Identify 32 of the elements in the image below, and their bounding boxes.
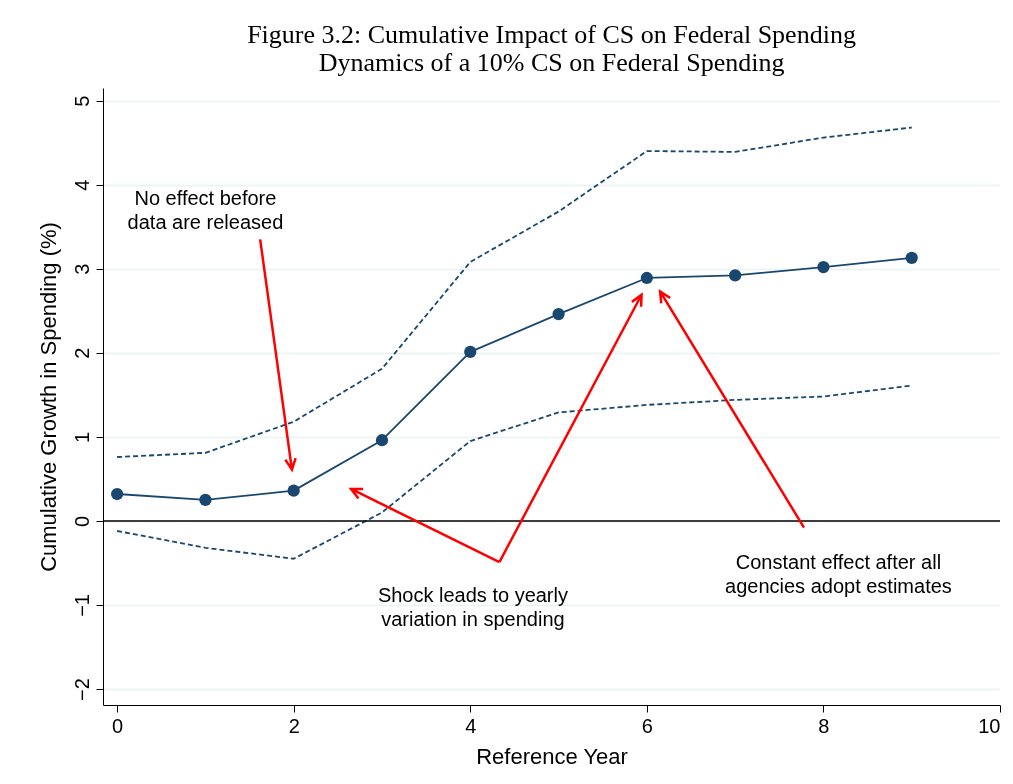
y-tick-label: 2 — [70, 347, 93, 359]
chart-title: Figure 3.2: Cumulative Impact of CS on Federal Spending — [247, 20, 856, 49]
y-tick-label: −2 — [70, 678, 93, 701]
point — [552, 308, 565, 321]
y-tick-label: 0 — [70, 515, 93, 527]
x-tick-label: 4 — [465, 714, 477, 737]
y-tick-label: 5 — [70, 95, 93, 107]
x-tick-label: 0 — [112, 714, 124, 737]
y-tick-label: 3 — [70, 263, 93, 275]
point — [111, 487, 124, 501]
point — [817, 260, 830, 274]
annotation: Shock leads to yearly variation in spending — [377, 584, 568, 631]
line-series — [116, 126, 913, 458]
annotation: Constant effect after all agencies adopt estimates — [725, 550, 952, 597]
chart-subtitle: Dynamics of a 10% CS on Federal Spending — [318, 48, 785, 77]
y-tick-label: −1 — [70, 594, 93, 617]
x-axis-title: Reference Year — [476, 743, 628, 769]
y-axis-title: Cumulative Growth in Spending (%) — [35, 222, 61, 572]
x-tick-label: 8 — [818, 714, 830, 737]
point — [287, 484, 300, 497]
point — [199, 493, 212, 507]
point — [640, 271, 653, 285]
point — [905, 251, 918, 264]
x-tick-label: 2 — [288, 714, 300, 737]
x-tick-label: 6 — [641, 714, 653, 737]
y-tick-label: 4 — [70, 179, 93, 191]
point — [375, 434, 389, 447]
point — [464, 345, 477, 359]
annotation: No effect before data are released — [127, 186, 284, 233]
point — [729, 269, 742, 282]
x-tick-label: 10 — [978, 714, 1001, 737]
y-tick-label: 1 — [70, 431, 93, 443]
